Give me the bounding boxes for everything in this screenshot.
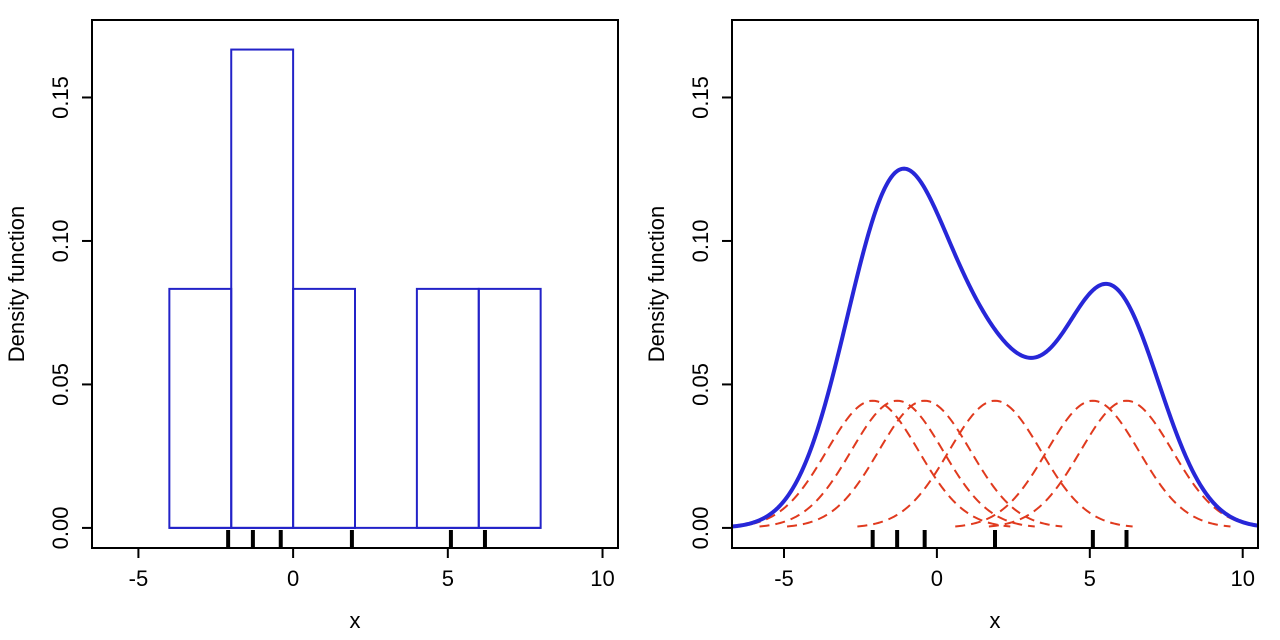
- histogram-bar: [230, 48, 295, 529]
- x-axis-label: x: [990, 608, 1001, 633]
- kde-plot-area: [732, 166, 1258, 529]
- y-tick-label: 0.15: [688, 76, 713, 119]
- x-tick-label: -5: [774, 566, 794, 591]
- x-axis-label: x: [350, 608, 361, 633]
- x-tick-label: 10: [590, 566, 614, 591]
- kernel-curve: [734, 399, 1011, 528]
- y-tick-label: 0.10: [688, 220, 713, 263]
- x-tick-label: 0: [931, 566, 943, 591]
- kernel-curve: [988, 399, 1258, 528]
- kernel-curve: [857, 399, 1133, 528]
- histogram-bar: [292, 287, 356, 529]
- kde-curve: [732, 166, 1258, 529]
- kde-panel: -5 0 5 10 0.00 0.05 0.10 0.15 x Density function: [644, 19, 1259, 633]
- y-tick-label: 0.00: [688, 506, 713, 549]
- histogram-bar: [415, 287, 480, 529]
- histogram-bar: [168, 287, 233, 529]
- x-tick-label: -5: [129, 566, 149, 591]
- x-tick-label: 10: [1230, 566, 1254, 591]
- y-tick-label: 0.15: [48, 76, 73, 119]
- plot-frame: [91, 19, 619, 549]
- y-tick-label: 0.00: [48, 506, 73, 549]
- y-tick-label: 0.10: [48, 220, 73, 263]
- kernel-curve: [759, 399, 1035, 528]
- plot-frame: [731, 19, 1259, 549]
- y-axis-label: Density function: [4, 206, 29, 363]
- x-tick-label: 0: [287, 566, 299, 591]
- y-tick-label: 0.05: [48, 363, 73, 406]
- y-tick-label: 0.05: [688, 363, 713, 406]
- histogram-bar: [477, 287, 542, 529]
- kernel-curve: [786, 399, 1063, 528]
- y-axis-label: Density function: [644, 206, 669, 363]
- x-tick-label: 5: [442, 566, 454, 591]
- kernel-curve: [955, 399, 1231, 528]
- x-tick-label: 5: [1084, 566, 1096, 591]
- histogram-panel: -5 0 5 10 0.00 0.05 0.10 0.15 x Density function: [4, 19, 619, 633]
